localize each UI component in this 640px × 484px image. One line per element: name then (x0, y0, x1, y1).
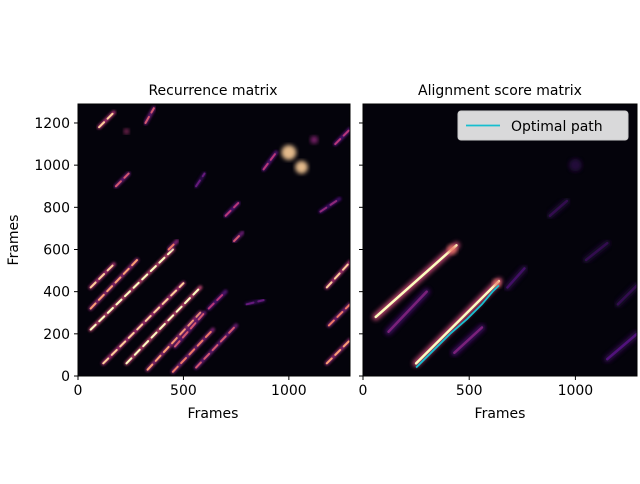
streak (374, 244, 458, 319)
axes-frame (362, 103, 638, 377)
chart-title: Alignment score matrix (418, 83, 582, 99)
y-tick-label: 400 (43, 285, 70, 301)
y-tick-label: 600 (43, 242, 70, 258)
blob (447, 244, 457, 255)
streak (125, 286, 202, 365)
streak (173, 311, 206, 348)
heatmap-marks (372, 158, 637, 367)
optimal-path-line (415, 284, 500, 369)
streak (334, 128, 350, 146)
streak (606, 332, 637, 361)
streak (506, 267, 526, 289)
streak (325, 261, 350, 289)
y-tick-label: 800 (43, 200, 70, 216)
x-tick-label: 1000 (558, 383, 594, 399)
streak (262, 151, 278, 171)
y-axis-label: Frames (6, 215, 22, 266)
blob (295, 160, 308, 174)
streak (89, 263, 115, 289)
streak (319, 197, 341, 213)
streak (233, 231, 244, 243)
x-tick-label: 1000 (271, 383, 307, 399)
streak (195, 324, 238, 369)
x-tick-label: 500 (456, 383, 483, 399)
streak (89, 259, 139, 310)
streak (89, 248, 174, 331)
alignment-score-matrix-panel: Alignment score matrix 0 500 1000 Frames O… (359, 83, 638, 422)
streak (144, 107, 155, 124)
streak (146, 311, 202, 371)
streak (414, 279, 501, 365)
streak (616, 284, 637, 306)
streak (171, 328, 214, 373)
blob (281, 145, 297, 160)
x-tick-label: 0 (74, 383, 83, 399)
y-tick-label: 0 (61, 369, 70, 385)
x-axis-label: Frames (188, 406, 239, 422)
streak (98, 111, 115, 129)
streak (207, 290, 227, 310)
streak (325, 339, 350, 365)
optimal-path-series (415, 284, 500, 369)
axes: 0 500 1000 0 200 400 600 800 1000 1200 (34, 103, 351, 399)
x-axis-label: Frames (475, 406, 526, 422)
chart-title: Recurrence matrix (148, 83, 277, 99)
x-tick-label: 0 (359, 383, 368, 399)
plot-area (363, 104, 637, 376)
plot-area (78, 104, 350, 376)
y-tick-label: 200 (43, 327, 70, 343)
blob (310, 136, 318, 144)
streak (245, 299, 265, 306)
streak (224, 202, 240, 217)
streak (453, 326, 484, 355)
heatmap-marks (88, 106, 350, 374)
y-tick-label: 1000 (34, 158, 70, 174)
legend: Optimal path (457, 110, 629, 141)
blob (569, 158, 582, 172)
streak (114, 172, 130, 188)
streak (195, 172, 206, 188)
y-tick-label: 1200 (34, 116, 70, 132)
blob (123, 128, 130, 134)
streak (167, 240, 179, 251)
recurrence-matrix-panel: Recurrence matrix 0 500 1000 0 200 400 600 800 1… (6, 83, 351, 422)
legend-label-optimal-path: Optimal path (511, 119, 603, 135)
x-tick-label: 500 (170, 383, 197, 399)
streak (327, 303, 350, 327)
streak (548, 199, 569, 218)
streak (584, 241, 609, 262)
axes: 0 500 1000 (359, 103, 638, 399)
axes-frame (77, 103, 351, 377)
streak (102, 282, 185, 365)
streak (387, 290, 428, 333)
legend-box (457, 110, 629, 141)
